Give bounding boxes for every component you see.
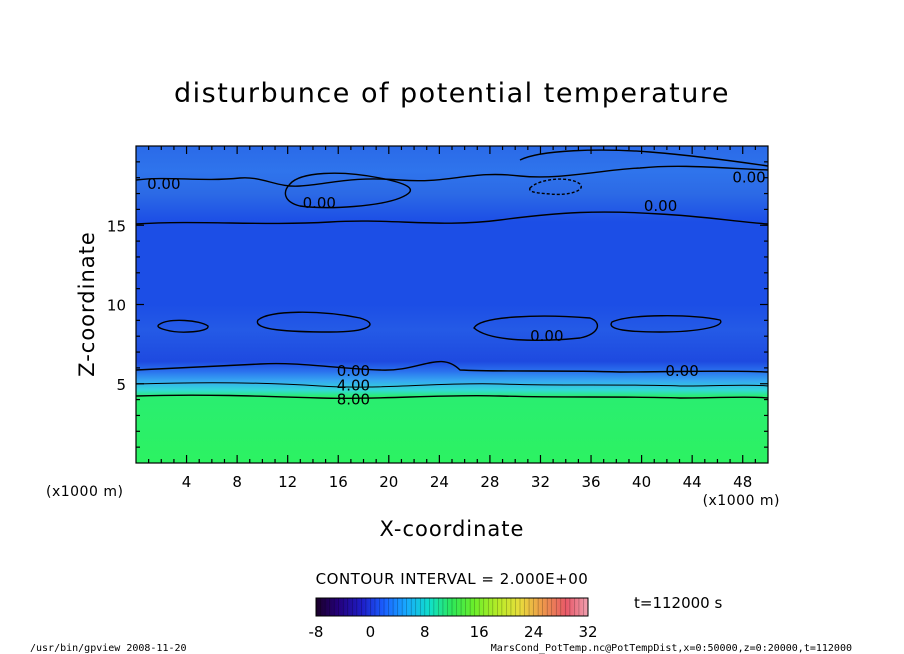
x-tick-label: 40 — [632, 473, 651, 491]
footer-right: MarsCond_PotTemp.nc@PotTempDist,x=0:5000… — [491, 643, 852, 654]
footer-left: /usr/bin/gpview 2008-11-20 — [30, 643, 187, 654]
heatmap-field — [136, 146, 768, 463]
x-unit-right: (x1000 m) — [703, 493, 780, 509]
y-tick-label: 15 — [107, 217, 126, 235]
chart-title: disturbunce of potential temperature — [174, 78, 730, 109]
x-tick-label: 32 — [531, 473, 550, 491]
contour-label: 0.00 — [303, 194, 336, 212]
x-tick-label: 36 — [581, 473, 600, 491]
x-tick-label: 12 — [278, 473, 297, 491]
colorbar — [315, 597, 589, 617]
contour-label: 0.00 — [530, 327, 563, 345]
contour-label: 0.00 — [665, 362, 698, 380]
x-tick-label: 48 — [733, 473, 752, 491]
colorbar-tick-label: -8 — [309, 623, 324, 641]
contour-label: 0.00 — [644, 197, 677, 215]
contour-label: 0.00 — [337, 362, 370, 380]
colorbar-ticks: -8 0 8 16 24 32 — [309, 598, 598, 641]
x-tick-label: 16 — [329, 473, 348, 491]
x-unit-left: (x1000 m) — [46, 484, 123, 500]
x-tick-label: 8 — [232, 473, 242, 491]
x-tick-label: 20 — [379, 473, 398, 491]
x-tick-label: 24 — [430, 473, 449, 491]
colorbar-tick-label: 16 — [470, 623, 489, 641]
tick-marks — [136, 146, 768, 463]
contour-labels: 0.000.000.000.000.000.00 0.004.008.00 — [147, 169, 766, 409]
time-label: t=112000 s — [634, 594, 722, 612]
y-tick-label: 5 — [116, 376, 126, 394]
plot-area: 0.000.000.000.000.000.00 0.004.008.00 — [136, 146, 768, 463]
contour-label: 0.00 — [147, 175, 180, 193]
x-tick-labels: 4 8 12 16 20 24 28 32 36 40 44 48 — [182, 473, 752, 491]
colorbar-tick-label: 32 — [578, 623, 597, 641]
y-tick-labels: 5 10 15 — [107, 217, 126, 394]
colorbar-tick-label: 24 — [524, 623, 543, 641]
contour-label: 0.00 — [732, 169, 765, 187]
colorbar-tick-label: 0 — [366, 623, 376, 641]
x-tick-label: 28 — [480, 473, 499, 491]
contour-lines — [136, 149, 768, 400]
x-tick-label: 44 — [683, 473, 702, 491]
colorbar-tick-label: 8 — [420, 623, 430, 641]
y-tick-label: 10 — [107, 297, 126, 315]
x-axis-label: X-coordinate — [380, 517, 525, 541]
contour-label: 8.00 — [337, 391, 370, 409]
x-tick-label: 4 — [182, 473, 192, 491]
y-axis-label: Z-coordinate — [75, 231, 99, 377]
contour-label: 4.00 — [337, 376, 370, 394]
contour-interval: CONTOUR INTERVAL = 2.000E+00 — [316, 570, 589, 588]
